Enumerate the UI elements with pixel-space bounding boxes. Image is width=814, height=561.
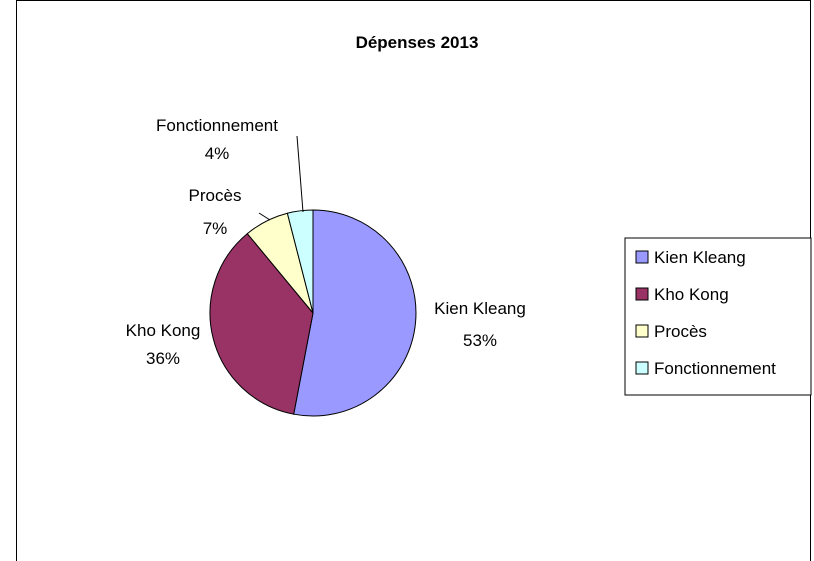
slice-category-label: Kien Kleang (434, 299, 526, 318)
slice-percent-label: 4% (205, 144, 230, 163)
pie-slice-kien-kleang (293, 209, 417, 417)
legend-label: Fonctionnement (654, 359, 776, 378)
legend-swatch (635, 324, 649, 338)
leader-line (258, 212, 271, 221)
leader-lines (258, 135, 304, 221)
slice-percent-label: 53% (463, 331, 497, 350)
legend-swatch (635, 287, 649, 301)
legend-box (624, 237, 812, 396)
legend-label: Procès (654, 322, 707, 341)
legend-label: Kien Kleang (654, 248, 746, 267)
legend-swatch (635, 250, 649, 264)
slice-category-label: Procès (189, 186, 242, 205)
slice-percent-label: 7% (203, 219, 228, 238)
pie-slice-fonctionnement (286, 209, 314, 314)
slice-category-label: Fonctionnement (156, 116, 278, 135)
legend: Kien Kleang Kho Kong Procès Fonctionnement (624, 237, 812, 396)
chart-title: Dépenses 2013 (356, 33, 479, 52)
pie-slices (209, 209, 417, 417)
legend-swatch (635, 361, 649, 375)
slice-percent-label: 36% (146, 349, 180, 368)
leader-line (296, 135, 304, 213)
pie-slice-kho-kong (209, 232, 314, 415)
legend-label: Kho Kong (654, 285, 729, 304)
slice-category-label: Kho Kong (126, 321, 201, 340)
slice-labels: Kien Kleang 53% Kho Kong 36% Procès 7% Fonctio… (126, 116, 526, 368)
